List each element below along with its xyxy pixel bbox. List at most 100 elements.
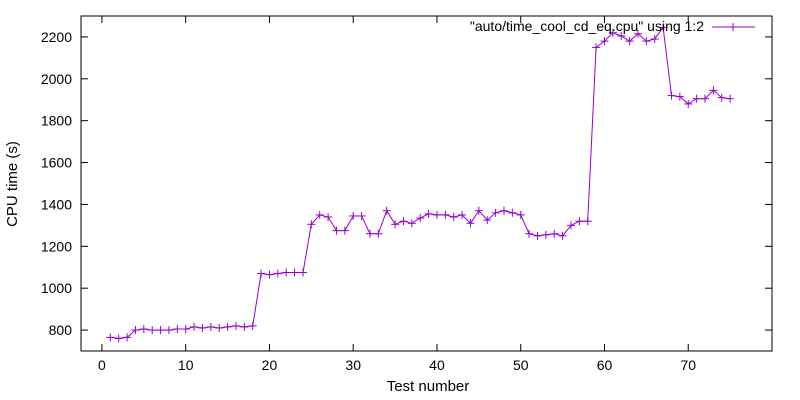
data-point-marker: [424, 209, 433, 218]
data-point-marker: [223, 322, 232, 331]
data-point-marker: [659, 23, 668, 32]
data-point-marker: [332, 226, 341, 235]
data-point-marker: [441, 210, 450, 219]
data-point-marker: [198, 323, 207, 332]
data-point-marker: [374, 229, 383, 238]
data-point-marker: [717, 93, 726, 102]
legend-series-label: "auto/time_cool_cd_eq.cpu" using 1:2: [470, 18, 704, 34]
data-point-marker: [156, 326, 165, 335]
data-point-marker: [541, 230, 550, 239]
data-point-marker: [692, 94, 701, 103]
data-point-marker: [458, 210, 467, 219]
legend: "auto/time_cool_cd_eq.cpu" using 1:2: [470, 18, 755, 34]
x-tick-label: 0: [98, 357, 106, 373]
y-tick-label: 1000: [41, 280, 72, 296]
x-tick-label: 20: [262, 357, 278, 373]
data-point-marker: [290, 268, 299, 277]
data-point-marker: [265, 270, 274, 279]
data-point-marker: [684, 99, 693, 108]
data-point-marker: [608, 28, 617, 37]
data-point-marker: [215, 323, 224, 332]
data-point-marker: [106, 333, 115, 342]
data-point-marker: [432, 210, 441, 219]
data-point-marker: [131, 326, 140, 335]
data-point-marker: [667, 91, 676, 100]
data-point-marker: [190, 322, 199, 331]
y-tick-label: 1400: [41, 196, 72, 212]
data-point-marker: [449, 213, 458, 221]
series-group: [106, 23, 735, 343]
data-point-marker: [726, 94, 735, 103]
data-point-marker: [575, 217, 584, 226]
data-point-marker: [550, 229, 559, 238]
data-point-marker: [257, 269, 266, 278]
data-point-marker: [240, 322, 249, 331]
data-point-marker: [491, 208, 500, 217]
x-tick-label: 50: [513, 357, 529, 373]
x-tick-label: 40: [429, 357, 445, 373]
data-point-marker: [307, 220, 316, 229]
x-tick-label: 30: [345, 357, 361, 373]
data-point-marker: [466, 219, 475, 228]
data-point-marker: [349, 211, 358, 220]
y-tick-label: 800: [49, 322, 73, 338]
y-tick-label: 2200: [41, 29, 72, 45]
x-tick-label: 10: [178, 357, 194, 373]
y-axis-label: CPU time (s): [4, 141, 21, 227]
data-point-marker: [566, 221, 575, 230]
x-tick-label: 70: [680, 357, 696, 373]
data-point-marker: [315, 210, 324, 219]
data-point-marker: [533, 231, 542, 240]
data-point-marker: [633, 29, 642, 38]
data-point-marker: [365, 229, 374, 238]
y-tick-label: 1200: [41, 238, 72, 254]
data-point-marker: [114, 334, 123, 343]
data-point-marker: [173, 325, 182, 334]
data-point-marker: [525, 229, 534, 238]
data-point-marker: [273, 269, 282, 278]
data-point-marker: [499, 206, 508, 215]
data-point-marker: [298, 268, 307, 277]
data-point-marker: [399, 217, 408, 226]
plot-border: [80, 15, 773, 352]
data-point-marker: [357, 211, 366, 220]
data-point-marker: [508, 208, 517, 217]
data-point-marker: [139, 325, 148, 334]
y-tick-label: 2000: [41, 71, 72, 87]
plot-frame-group: [80, 15, 773, 352]
data-point-marker: [248, 321, 257, 330]
series-line: [110, 26, 731, 339]
data-point-marker: [516, 210, 525, 219]
data-point-marker: [700, 94, 709, 103]
y-tick-label: 1600: [41, 155, 72, 171]
data-point-marker: [617, 31, 626, 40]
data-point-marker: [625, 37, 634, 46]
data-point-marker: [650, 35, 659, 44]
data-point-marker: [282, 268, 291, 277]
x-tick-label: 60: [597, 357, 613, 373]
data-point-marker: [558, 231, 567, 240]
data-point-marker: [407, 219, 416, 228]
data-point-marker: [340, 226, 349, 235]
data-point-marker: [642, 37, 651, 46]
data-point-marker: [675, 92, 684, 101]
data-point-marker: [164, 326, 173, 335]
data-point-marker: [324, 213, 333, 221]
x-axis-label: Test number: [387, 378, 470, 395]
data-point-marker: [592, 43, 601, 52]
data-point-marker: [416, 214, 425, 223]
data-point-marker: [206, 322, 215, 331]
axis-ticks-group: 0 10 20 30 40 50 60 70 800 1000 1200 1400 1600 1800 20…: [41, 16, 772, 373]
data-point-marker: [181, 325, 190, 334]
data-point-marker: [583, 217, 592, 226]
data-point-marker: [483, 216, 492, 225]
data-point-marker: [709, 86, 718, 95]
data-point-marker: [123, 333, 132, 342]
data-point-marker: [231, 321, 240, 330]
data-point-marker: [474, 206, 483, 215]
y-tick-label: 1800: [41, 113, 72, 129]
data-point-marker: [600, 37, 609, 46]
data-point-marker: [391, 220, 400, 229]
